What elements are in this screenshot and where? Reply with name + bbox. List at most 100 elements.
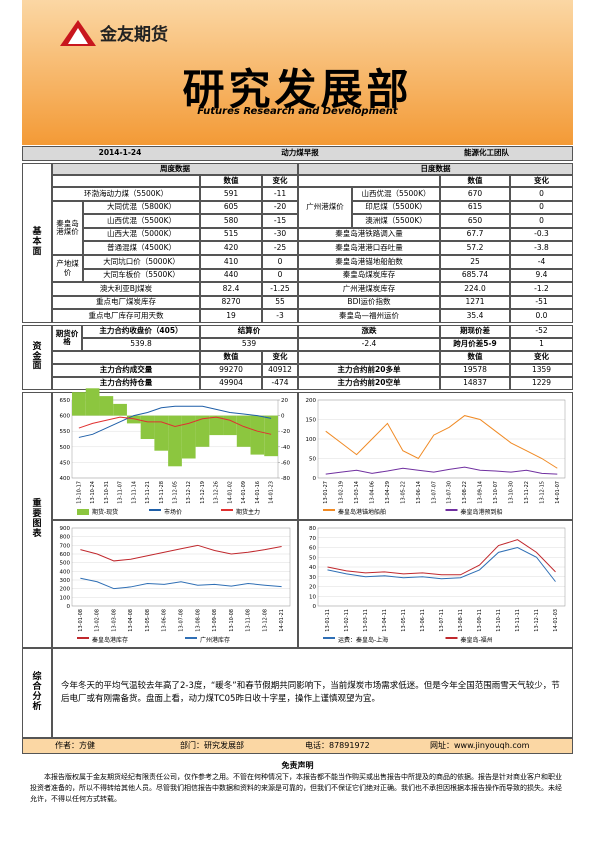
logo-icon bbox=[60, 20, 96, 46]
value: -2.4 bbox=[298, 338, 440, 351]
row-value: 99270 bbox=[200, 364, 262, 377]
subtitle: Futures Research and Development bbox=[197, 106, 398, 117]
row-change: -4 bbox=[510, 255, 573, 269]
row-change: -11 bbox=[262, 187, 298, 201]
row-change: -3.8 bbox=[510, 241, 573, 255]
row-change: 0 bbox=[510, 214, 573, 228]
value: 1 bbox=[510, 338, 573, 351]
row-change: -25 bbox=[262, 241, 298, 255]
row-value: 49904 bbox=[200, 377, 262, 390]
blank bbox=[52, 351, 200, 364]
row-value: 670 bbox=[440, 187, 510, 201]
blank bbox=[52, 175, 200, 187]
column-header: 数值 bbox=[200, 175, 262, 187]
section-label: 基本面 bbox=[22, 163, 52, 323]
value: 539 bbox=[200, 338, 298, 351]
row-change: -3 bbox=[262, 309, 298, 323]
team: 能源化工团队 bbox=[464, 148, 509, 158]
footer-item: 部门：研究发展部 bbox=[180, 740, 244, 750]
row-group: 产地煤价 bbox=[52, 255, 83, 283]
row-name: 澳大利亚BJ煤炭 bbox=[52, 282, 200, 296]
row-change: 1359 bbox=[510, 364, 573, 377]
section-label: 综合分析 bbox=[22, 648, 52, 738]
column-header: 数值 bbox=[440, 175, 510, 187]
row-group: 广州港煤价 bbox=[298, 187, 352, 228]
label: 主力合约收盘价（405） bbox=[82, 325, 200, 338]
summary: 今年冬天的平均气温较去年高了2-3度，“暖冬”和春节假期共同影响下，当前煤炭市场… bbox=[52, 648, 573, 738]
funds-label: 期货价格 bbox=[52, 325, 82, 351]
row-value: 35.4 bbox=[440, 309, 510, 323]
row-name: 主力合约前20多单 bbox=[298, 364, 440, 377]
row-group: 秦皇岛港煤价 bbox=[52, 200, 83, 255]
row-name: 山西优混（5500K） bbox=[83, 214, 200, 228]
report: 动力煤早报 bbox=[281, 148, 319, 158]
row-value: 1271 bbox=[440, 295, 510, 310]
row-value: 440 bbox=[200, 268, 262, 283]
row-value: 19 bbox=[200, 309, 262, 323]
row-name: 重点电厂库存可用天数 bbox=[52, 309, 200, 323]
disclaimer-text: 本报告版权属于金友期货经纪有限责任公司，仅作参考之用。不管在何种情况下，本报告都… bbox=[30, 773, 562, 804]
row-name: BDI运价指数 bbox=[298, 295, 440, 310]
row-value: 82.4 bbox=[200, 282, 262, 296]
chart-cell bbox=[298, 520, 573, 648]
row-name: 大同优混（5800K） bbox=[83, 200, 200, 215]
label: 跨月价差5-9 bbox=[440, 338, 510, 351]
footer-row bbox=[22, 738, 573, 754]
row-value: 14837 bbox=[440, 377, 510, 390]
title: 研究发展部 bbox=[182, 65, 413, 114]
section-label: 资金面 bbox=[22, 325, 52, 390]
row-name: 主力合约前20空单 bbox=[298, 377, 440, 390]
row-name: 山西优混（5500K） bbox=[352, 187, 440, 201]
row-name: 秦皇岛港铁路调入量 bbox=[298, 227, 440, 242]
row-change: 0 bbox=[510, 187, 573, 201]
row-change: -20 bbox=[262, 200, 298, 215]
column-header: 变化 bbox=[510, 175, 573, 187]
logo: 金友期货 bbox=[100, 25, 168, 45]
row-name: 山西大混（5000K） bbox=[83, 227, 200, 242]
row-value: 515 bbox=[200, 227, 262, 242]
row-change: -474 bbox=[262, 377, 298, 390]
row-value: 420 bbox=[200, 241, 262, 255]
footer-item: 电话：87891972 bbox=[305, 740, 370, 750]
row-value: 410 bbox=[200, 255, 262, 269]
row-value: 224.0 bbox=[440, 282, 510, 296]
row-change: 0 bbox=[262, 255, 298, 269]
column-header: 数值 bbox=[440, 351, 510, 364]
blank bbox=[298, 351, 440, 364]
row-change: 0 bbox=[510, 200, 573, 215]
row-change: -1.25 bbox=[262, 282, 298, 296]
row-change: 0.0 bbox=[510, 309, 573, 323]
row-name: 大同车板价（5500K） bbox=[83, 268, 200, 283]
row-change: -0.3 bbox=[510, 227, 573, 242]
header: 金友期货 研究发展部 Futures Research and Developm… bbox=[22, 0, 573, 145]
blank bbox=[298, 175, 440, 187]
date: 2014-1-24 bbox=[98, 148, 142, 158]
row-name: 秦皇岛煤炭库存 bbox=[298, 268, 440, 283]
row-value: 591 bbox=[200, 187, 262, 201]
row-value: 605 bbox=[200, 200, 262, 215]
row-change: -30 bbox=[262, 227, 298, 242]
row-value: 615 bbox=[440, 200, 510, 215]
disclaimer-title: 免责声明 bbox=[281, 760, 314, 770]
row-name: 秦皇岛—福州运价 bbox=[298, 309, 440, 323]
value: -52 bbox=[510, 325, 573, 338]
chart-cell bbox=[298, 392, 573, 520]
row-value: 650 bbox=[440, 214, 510, 228]
row-change: 1229 bbox=[510, 377, 573, 390]
chart-cell bbox=[52, 392, 298, 520]
row-value: 8270 bbox=[200, 295, 262, 310]
chart-cell bbox=[52, 520, 298, 648]
row-value: 19578 bbox=[440, 364, 510, 377]
row-name: 环渤海动力煤（5500K） bbox=[52, 187, 200, 201]
row-name: 秦皇岛港港口吞吐量 bbox=[298, 241, 440, 255]
table-title: 日度数据 bbox=[298, 163, 573, 175]
row-change: -1.2 bbox=[510, 282, 573, 296]
row-change: 55 bbox=[262, 295, 298, 310]
info-row bbox=[22, 146, 573, 161]
row-name: 重点电厂煤炭库存 bbox=[52, 295, 200, 310]
footer-item: 网址：www.jinyouqh.com bbox=[430, 740, 530, 750]
column-header: 变化 bbox=[510, 351, 573, 364]
row-value: 57.2 bbox=[440, 241, 510, 255]
row-value: 580 bbox=[200, 214, 262, 228]
